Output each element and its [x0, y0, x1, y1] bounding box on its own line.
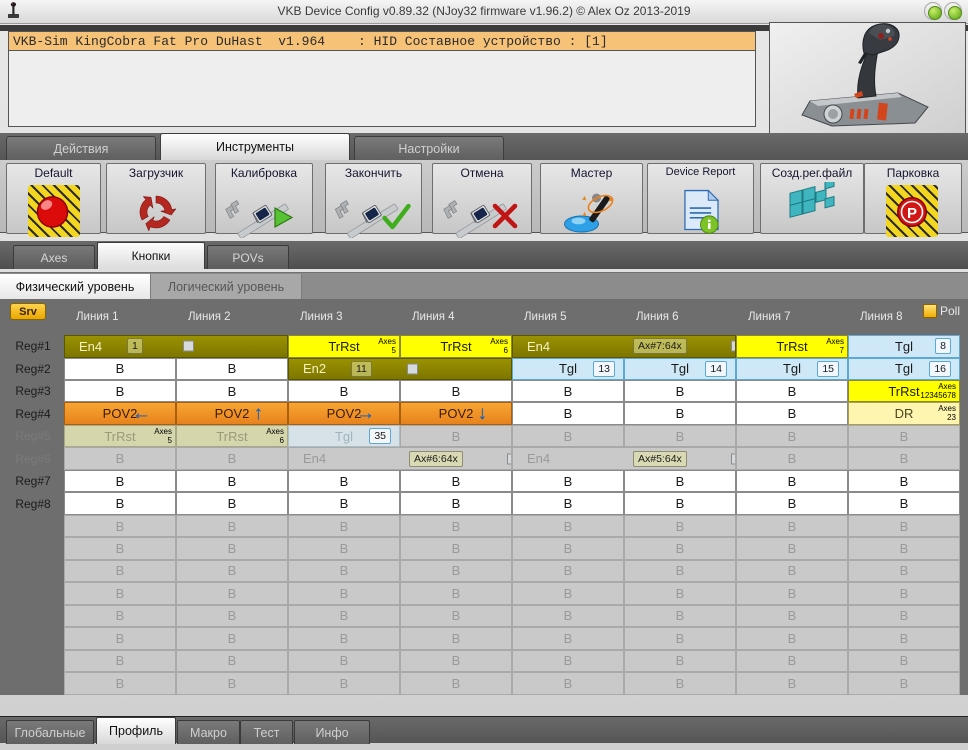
svg-text:P: P [907, 205, 917, 222]
